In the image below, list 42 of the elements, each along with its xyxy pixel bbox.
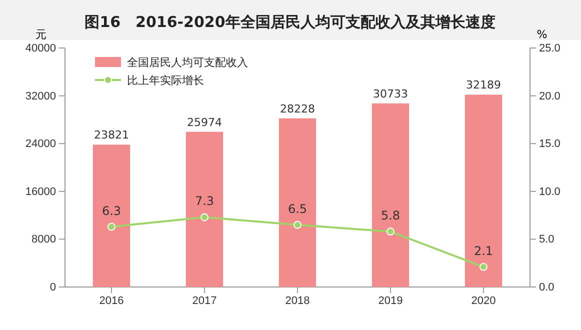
data-label: 7.3: [194, 194, 214, 208]
bar: [186, 132, 224, 287]
data-label: 2.1: [474, 244, 494, 258]
point: [294, 220, 302, 229]
y2-tick-label: 20.0: [539, 90, 560, 102]
bar: [92, 144, 130, 287]
y-tick-label: 24000: [25, 138, 56, 150]
data-label: 6.5: [288, 202, 308, 216]
y-tick-label: 8000: [32, 234, 56, 246]
point: [108, 222, 116, 231]
y-tick-label: 32000: [25, 90, 56, 102]
chart-title: 图16 2016-2020年全国居民人均可支配收入及其增长速度: [84, 13, 496, 31]
bar: [278, 118, 316, 287]
data-label: 5.8: [380, 208, 400, 223]
data-label: 32189: [466, 78, 501, 92]
point: [480, 262, 488, 271]
x-tick-label: 2017: [192, 294, 217, 307]
y2-tick-label: 25.0: [539, 42, 560, 55]
data-label: 6.3: [102, 204, 122, 218]
data-label: 28228: [280, 102, 315, 116]
y-tick-label: 0: [50, 282, 56, 294]
bar: [372, 103, 410, 287]
data-label: 25974: [187, 116, 222, 129]
data-label: 23821: [94, 128, 129, 142]
x-tick-label: 2016: [99, 294, 124, 307]
legend-label: 比上年实际增长: [127, 74, 204, 87]
y-axis-title: 元: [36, 28, 46, 41]
y-tick-label: 16000: [25, 186, 56, 198]
x-tick-label: 2018: [285, 294, 310, 307]
legend-label: 全国居民人均可支配收入: [127, 56, 248, 69]
y2-tick-label: 15.0: [539, 138, 560, 150]
bar: [464, 94, 502, 287]
x-tick-label: 2020: [471, 294, 496, 307]
point: [200, 213, 208, 222]
y2-axis-title: %: [536, 28, 548, 41]
x-tick-label: 2019: [378, 294, 403, 307]
y-tick-label: 40000: [25, 42, 56, 55]
data-label: 30733: [373, 87, 408, 100]
y2-tick-label: 10.0: [539, 186, 560, 198]
y2-tick-label: 5.0: [539, 234, 554, 246]
y2-tick-label: 0.0: [539, 282, 554, 294]
point: [386, 228, 394, 236]
